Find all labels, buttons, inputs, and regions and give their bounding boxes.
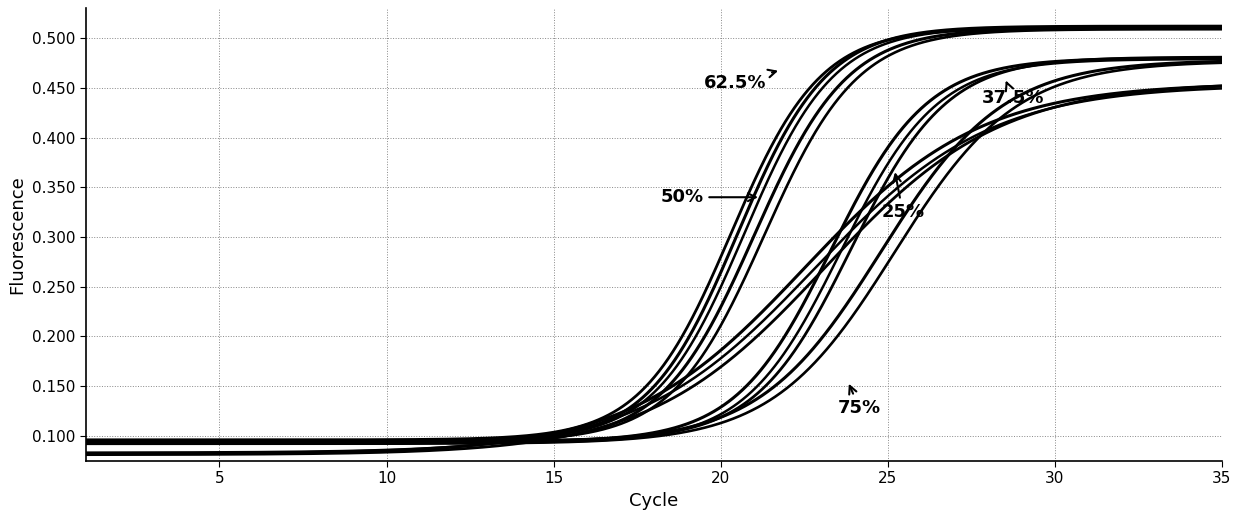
- Text: 62.5%: 62.5%: [704, 70, 776, 92]
- Text: 50%: 50%: [661, 188, 755, 206]
- Text: 75%: 75%: [838, 386, 880, 417]
- X-axis label: Cycle: Cycle: [629, 492, 678, 510]
- Y-axis label: Fluorescence: Fluorescence: [9, 175, 26, 294]
- Text: 37.5%: 37.5%: [981, 82, 1044, 107]
- Text: 25%: 25%: [882, 175, 924, 221]
